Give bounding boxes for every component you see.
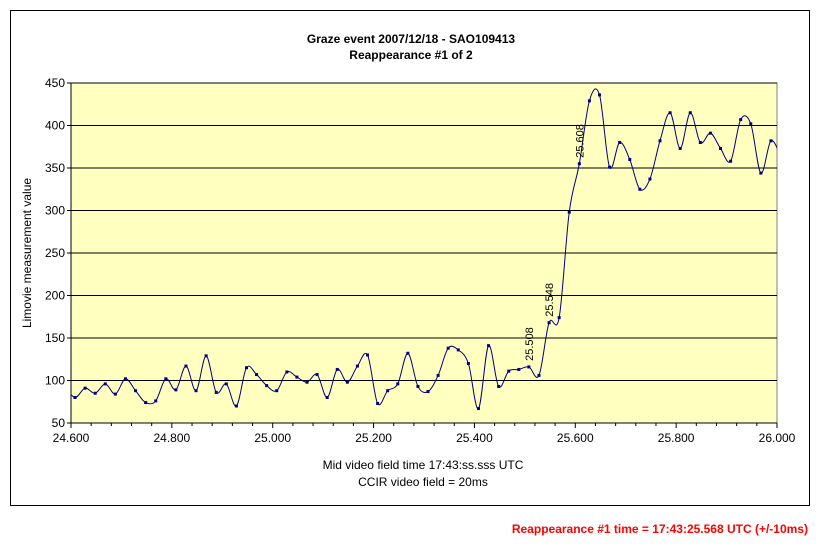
data-point [446, 346, 450, 350]
data-point [719, 146, 723, 150]
data-point [537, 373, 541, 377]
data-point [547, 321, 551, 325]
data-point [103, 382, 107, 386]
reappearance-time-note: Reappearance #1 time = 17:43:25.568 UTC … [511, 522, 808, 536]
data-point [567, 210, 571, 214]
data-point [436, 373, 440, 377]
data-point [668, 111, 672, 115]
data-point [466, 362, 470, 365]
data-point [295, 375, 299, 379]
data-point [406, 351, 410, 355]
data-point [113, 392, 117, 396]
data-point [244, 366, 248, 370]
x-axis-label: Mid video field time 17:43:ss.sss UTC [323, 458, 524, 472]
data-point [224, 382, 228, 386]
data-point [396, 382, 400, 386]
data-point [497, 384, 501, 388]
data-point [325, 396, 329, 399]
data-point [587, 99, 591, 103]
data-point [376, 401, 380, 405]
data-point [618, 141, 622, 144]
y-tick-label: 450 [45, 76, 65, 90]
data-point [123, 377, 127, 381]
y-tick-label: 150 [45, 331, 65, 345]
chart-frame: Graze event 2007/12/18 - SAO109413 Reapp… [10, 10, 810, 506]
y-tick-label: 250 [45, 246, 65, 260]
data-point [557, 316, 561, 320]
data-point [638, 187, 642, 191]
data-point [426, 390, 430, 394]
data-point [194, 389, 198, 393]
data-point [144, 401, 148, 405]
x-tick-label: 25.600 [557, 431, 594, 445]
data-point [517, 367, 521, 371]
data-point [234, 404, 238, 408]
data-annotation: 25.508 [524, 327, 536, 361]
x-tick-label: 24.800 [154, 431, 191, 445]
data-point [355, 364, 359, 368]
y-axis-label: Limovie measurement value [20, 178, 34, 328]
data-point [93, 391, 97, 395]
data-point [476, 407, 480, 411]
data-point [305, 380, 309, 384]
data-point [749, 122, 753, 126]
data-point [265, 384, 269, 388]
data-point [507, 369, 511, 373]
x-tick-label: 25.000 [254, 431, 291, 445]
data-point [214, 390, 218, 394]
data-point [759, 171, 763, 175]
data-annotation: 25.608 [574, 124, 586, 158]
data-point [386, 389, 390, 393]
data-point [154, 399, 158, 403]
data-point [688, 111, 692, 115]
x-tick-label: 25.800 [658, 431, 695, 445]
data-point [527, 365, 531, 369]
chart-svg: Graze event 2007/12/18 - SAO109413 Reapp… [20, 32, 796, 489]
data-point [315, 373, 319, 377]
data-point [698, 141, 702, 144]
y-tick-label: 300 [45, 204, 65, 218]
y-tick-label: 400 [45, 119, 65, 133]
x-tick-label: 24.600 [53, 431, 90, 445]
chart-title: Graze event 2007/12/18 - SAO109413 [307, 32, 515, 46]
data-point [366, 353, 370, 357]
y-tick-label: 350 [45, 161, 65, 175]
y-tick-label: 50 [52, 416, 66, 430]
data-annotation: 25.548 [544, 283, 556, 317]
y-tick-label: 100 [45, 374, 65, 388]
x-tick-label: 25.400 [456, 431, 493, 445]
data-point [608, 165, 612, 169]
data-point [678, 146, 682, 150]
y-tick-label: 200 [45, 289, 65, 303]
data-point [164, 377, 168, 381]
data-point [628, 158, 632, 161]
data-point [487, 344, 491, 348]
data-point [335, 367, 339, 371]
data-point [134, 389, 138, 393]
data-point [769, 139, 773, 143]
x-tick-label: 26.000 [759, 431, 796, 445]
data-point [708, 131, 712, 135]
data-point [739, 118, 743, 122]
data-point [285, 370, 289, 374]
data-point [658, 139, 662, 143]
data-point [83, 386, 87, 390]
data-point [174, 388, 178, 392]
data-point [255, 373, 259, 377]
data-point [73, 396, 77, 399]
data-point [345, 380, 349, 384]
chart-subtitle: Reappearance #1 of 2 [349, 48, 473, 62]
data-point [204, 354, 208, 358]
data-point [648, 177, 652, 181]
data-point [597, 93, 601, 97]
data-point [416, 384, 420, 388]
x-tick-label: 25.200 [355, 431, 392, 445]
data-point [456, 348, 460, 352]
data-point [729, 159, 733, 163]
data-point [577, 162, 581, 166]
data-point [275, 389, 279, 393]
x-axis-label-2: CCIR video field = 20ms [358, 475, 488, 489]
data-point [184, 364, 188, 368]
